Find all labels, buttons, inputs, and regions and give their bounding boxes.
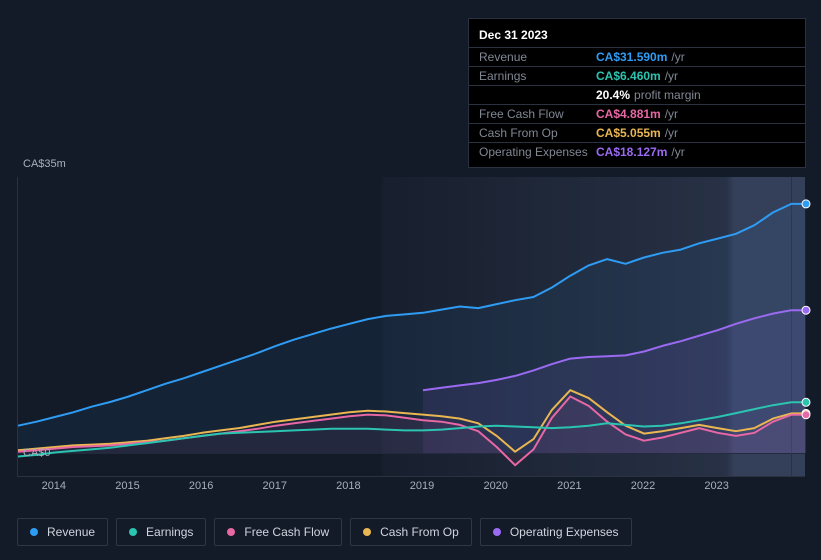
x-axis-tick: 2014 xyxy=(42,480,66,492)
x-axis-tick: 2023 xyxy=(704,480,728,492)
x-axis-tick: 2022 xyxy=(631,480,655,492)
tooltip-row: Free Cash FlowCA$4.881m/yr xyxy=(469,104,805,123)
tooltip-row: 20.4% profit margin xyxy=(469,85,805,104)
x-axis-tick: 2018 xyxy=(336,480,360,492)
tooltip-date: Dec 31 2023 xyxy=(469,25,805,47)
legend-label: Revenue xyxy=(47,525,95,539)
y-axis-label-max: CA$35m xyxy=(23,158,66,170)
tooltip-value: 20.4% xyxy=(596,88,630,102)
x-axis-tick: 2016 xyxy=(189,480,213,492)
tooltip-row: RevenueCA$31.590m/yr xyxy=(469,47,805,66)
x-axis-tick: 2020 xyxy=(483,480,507,492)
x-axis-tick: 2021 xyxy=(557,480,581,492)
tooltip-value: CA$5.055m xyxy=(596,126,661,140)
tooltip-label: Operating Expenses xyxy=(479,145,596,159)
legend-dot-icon xyxy=(493,528,501,536)
tooltip-suffix: /yr xyxy=(671,50,684,64)
tooltip-box: Dec 31 2023 RevenueCA$31.590m/yrEarnings… xyxy=(468,18,806,168)
legend-item-opex[interactable]: Operating Expenses xyxy=(480,518,632,546)
tooltip-row: EarningsCA$6.460m/yr xyxy=(469,66,805,85)
tooltip-label: Free Cash Flow xyxy=(479,107,596,121)
x-axis-tick: 2017 xyxy=(263,480,287,492)
financials-chart[interactable]: CA$35m CA$0 xyxy=(17,160,805,500)
tooltip-row: Cash From OpCA$5.055m/yr xyxy=(469,123,805,142)
legend-dot-icon xyxy=(363,528,371,536)
tooltip-suffix: /yr xyxy=(671,145,684,159)
tooltip-label: Earnings xyxy=(479,69,596,83)
tooltip-value: CA$18.127m xyxy=(596,145,667,159)
legend-item-cfo[interactable]: Cash From Op xyxy=(350,518,472,546)
tooltip-row: Operating ExpensesCA$18.127m/yr xyxy=(469,142,805,161)
tooltip-label: Cash From Op xyxy=(479,126,596,140)
legend: Revenue Earnings Free Cash Flow Cash From O… xyxy=(17,518,632,546)
legend-label: Cash From Op xyxy=(380,525,459,539)
tooltip-value: CA$6.460m xyxy=(596,69,661,83)
plot-area xyxy=(17,177,805,477)
y-axis-label-zero: CA$0 xyxy=(23,447,51,459)
legend-label: Earnings xyxy=(146,525,193,539)
legend-dot-icon xyxy=(30,528,38,536)
tooltip-label: Revenue xyxy=(479,50,596,64)
legend-dot-icon xyxy=(227,528,235,536)
legend-item-earnings[interactable]: Earnings xyxy=(116,518,206,546)
tooltip-suffix: /yr xyxy=(665,126,678,140)
tooltip-rows: RevenueCA$31.590m/yrEarningsCA$6.460m/yr… xyxy=(469,47,805,161)
tooltip-suffix: /yr xyxy=(665,107,678,121)
tooltip-suffix: /yr xyxy=(665,69,678,83)
legend-item-revenue[interactable]: Revenue xyxy=(17,518,108,546)
x-axis-tick: 2015 xyxy=(115,480,139,492)
legend-item-fcf[interactable]: Free Cash Flow xyxy=(214,518,342,546)
tooltip-suffix: profit margin xyxy=(634,88,701,102)
legend-label: Operating Expenses xyxy=(510,525,619,539)
x-axis-labels: 2014 2015 2016 2017 2018 2019 2020 2021 2022 2023 xyxy=(17,480,805,498)
tooltip-value: CA$31.590m xyxy=(596,50,667,64)
legend-label: Free Cash Flow xyxy=(244,525,329,539)
tooltip-value: CA$4.881m xyxy=(596,107,661,121)
legend-dot-icon xyxy=(129,528,137,536)
chart-lines xyxy=(18,177,806,477)
x-axis-tick: 2019 xyxy=(410,480,434,492)
